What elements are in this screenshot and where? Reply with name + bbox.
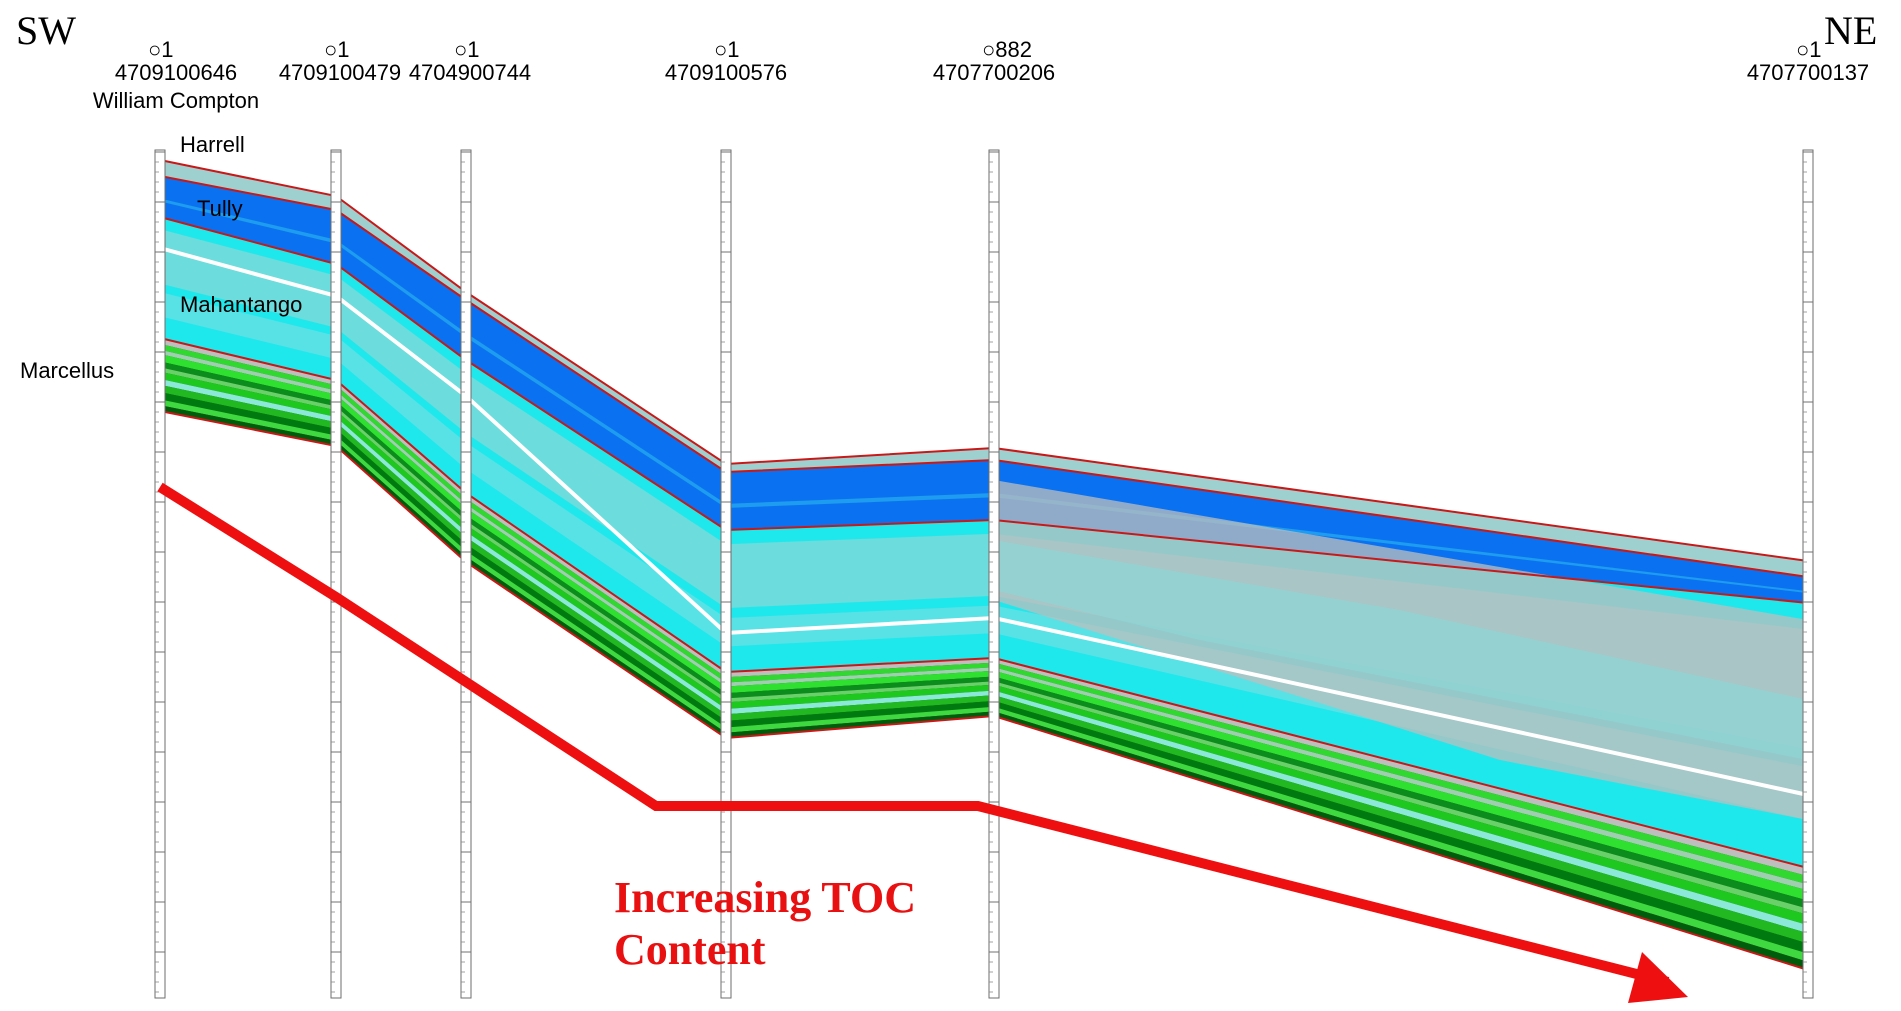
formation-layers xyxy=(159,160,1809,970)
well-number: ○1 xyxy=(148,37,174,62)
well-number: ○1 xyxy=(1796,37,1822,62)
toc-annotation-line1: Increasing TOC xyxy=(614,873,916,922)
well-track xyxy=(330,149,342,999)
well-track-frame xyxy=(720,149,732,999)
well-api: 4707700206 xyxy=(933,60,1055,85)
well-number: ○882 xyxy=(982,37,1032,62)
well-api: 4709100646 xyxy=(115,60,237,85)
boundary-marcellus-top xyxy=(159,337,1809,869)
boundary-marcellus-base xyxy=(159,410,1809,971)
formation-label-harrell: Harrell xyxy=(180,132,245,157)
formation-boundaries xyxy=(159,159,1809,971)
well-track-frame xyxy=(154,149,166,999)
tully-layer xyxy=(160,176,1808,603)
well-track xyxy=(1802,149,1814,999)
tully-streak xyxy=(160,198,1808,594)
formation-label-tully: Tully xyxy=(197,196,243,221)
marcellus-stripe xyxy=(160,399,1808,962)
well-api: 4707700137 xyxy=(1747,60,1869,85)
marcellus-stripe xyxy=(160,378,1808,934)
toc-arrow-shaft xyxy=(157,482,1670,987)
toc-annotation-line2: Content xyxy=(614,925,766,974)
mahantango-white-marker xyxy=(159,246,1809,797)
toc-arrow-head xyxy=(1628,952,1688,1003)
marcellus-stripe xyxy=(160,405,1808,970)
marcellus-stripe xyxy=(160,384,1808,944)
well-logs xyxy=(154,149,1814,999)
formation-label-marcellus: Marcellus xyxy=(20,358,114,383)
well-number: ○1 xyxy=(324,37,350,62)
marcellus-stripe xyxy=(160,354,1808,901)
well-api: 4704900744 xyxy=(409,60,531,85)
well-track xyxy=(988,149,1000,999)
well-track-frame xyxy=(1802,149,1814,999)
well-api: 4709100576 xyxy=(665,60,787,85)
well-track xyxy=(460,149,472,999)
well-track-frame xyxy=(460,149,472,999)
direction-ne: NE xyxy=(1824,8,1877,53)
direction-sw: SW xyxy=(16,8,76,53)
mahantango-gray-streak xyxy=(994,540,1808,760)
well-number: ○1 xyxy=(714,37,740,62)
well-track xyxy=(154,149,166,999)
harrell-layer xyxy=(160,160,1808,577)
formation-label-mahantango: Mahantango xyxy=(180,292,302,317)
well-name: William Compton xyxy=(93,88,259,113)
marcellus-stripe xyxy=(160,392,1808,954)
well-number: ○1 xyxy=(454,37,480,62)
well-track-frame xyxy=(330,149,342,999)
well-track xyxy=(720,149,732,999)
boundary-tully-top xyxy=(159,175,1809,578)
boundary-mahantango-top xyxy=(159,216,1809,604)
well-track-frame xyxy=(988,149,1000,999)
marcellus-stripe xyxy=(160,371,1808,926)
toc-trend-arrow xyxy=(157,482,1688,1003)
well-api: 4709100479 xyxy=(279,60,401,85)
boundary-harrell-top xyxy=(159,159,1809,562)
